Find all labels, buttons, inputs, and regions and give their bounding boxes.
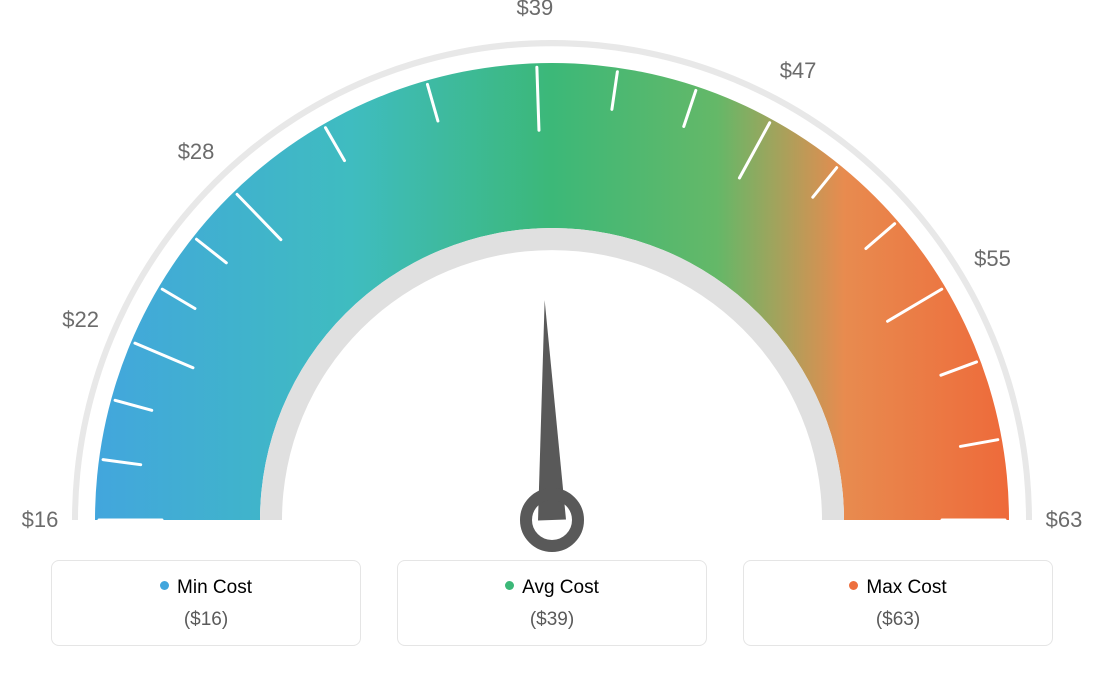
legend-row: Min Cost ($16) Avg Cost ($39) Max Cost (…	[0, 560, 1104, 670]
gauge-tick-label: $47	[780, 58, 817, 84]
gauge-tick-label: $16	[22, 507, 59, 533]
gauge-tick-label: $63	[1046, 507, 1083, 533]
cost-gauge-chart: $16 $22 $28 $39 $47 $55 $63	[0, 0, 1104, 560]
legend-title-min: Min Cost	[52, 577, 360, 599]
legend-label: Max Cost	[866, 577, 946, 598]
legend-label: Min Cost	[177, 577, 252, 598]
legend-card-max: Max Cost ($63)	[743, 560, 1053, 646]
dot-icon	[505, 581, 514, 590]
legend-card-avg: Avg Cost ($39)	[397, 560, 707, 646]
legend-label: Avg Cost	[522, 577, 599, 598]
legend-card-min: Min Cost ($16)	[51, 560, 361, 646]
legend-value-avg: ($39)	[398, 609, 706, 631]
legend-value-max: ($63)	[744, 609, 1052, 631]
gauge-tick-label: $55	[974, 246, 1011, 272]
dot-icon	[160, 581, 169, 590]
gauge-tick-label: $28	[178, 139, 215, 165]
legend-title-max: Max Cost	[744, 577, 1052, 599]
gauge-tick-label: $22	[62, 307, 99, 333]
gauge-svg	[0, 0, 1104, 560]
legend-value-min: ($16)	[52, 609, 360, 631]
gauge-tick-label: $39	[517, 0, 554, 21]
legend-title-avg: Avg Cost	[398, 577, 706, 599]
dot-icon	[849, 581, 858, 590]
